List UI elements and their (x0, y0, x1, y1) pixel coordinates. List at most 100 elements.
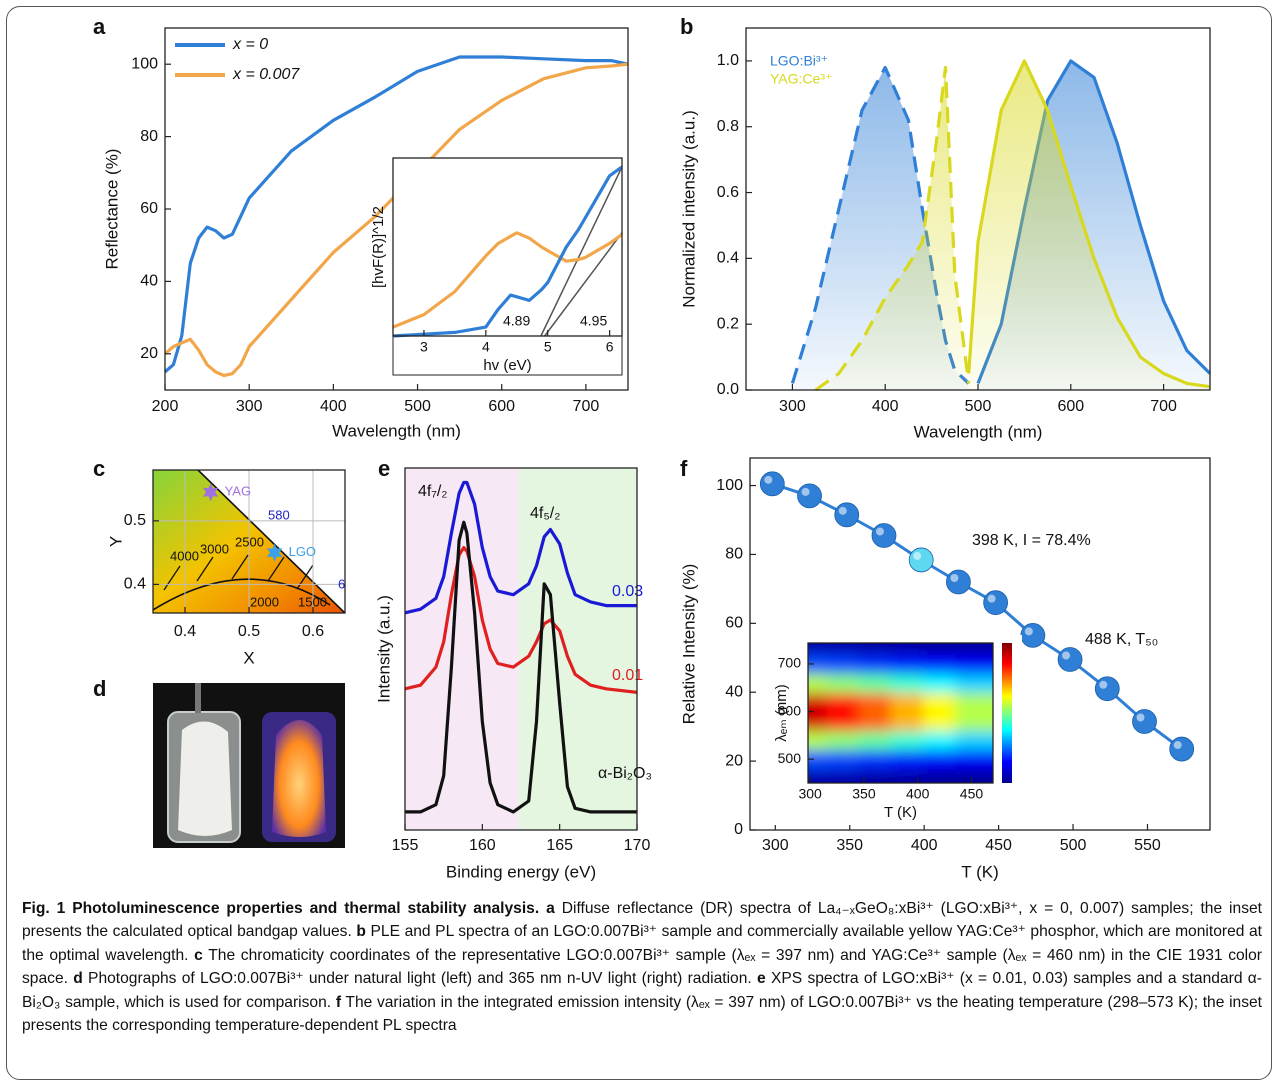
legend-label: 0.01 (612, 667, 643, 684)
heatmap-cell (890, 673, 924, 694)
x-axis-label: X (243, 648, 254, 667)
annotation: 1500 (298, 594, 327, 609)
x-tick-label: 3 (420, 339, 428, 355)
panel-label: d (93, 676, 106, 701)
heatmap-cell (923, 692, 956, 713)
legend-label: 0.03 (612, 583, 643, 600)
y-axis-label: Normalized intensity (a.u.) (679, 110, 698, 307)
marker-shine (1136, 713, 1145, 722)
y-axis-label: Relative Intensity (%) (679, 564, 698, 725)
area (815, 67, 969, 390)
line (405, 520, 637, 814)
heatmap-cell (858, 711, 892, 732)
marker (1057, 647, 1083, 672)
x-axis-label: Wavelength (nm) (332, 421, 461, 440)
legend-label: α-Bi₂O₃ (598, 765, 652, 782)
marker (797, 483, 822, 509)
region (518, 468, 637, 830)
plot-frame (404, 467, 638, 831)
y-tick-label: 40 (140, 273, 158, 290)
heatmap-cell (858, 643, 892, 655)
y-axis-label: Reflectance (%) (102, 149, 121, 270)
x-tick-label: 450 (985, 837, 1012, 854)
heatmap-cell (923, 643, 956, 655)
y-tick-label: 600 (778, 702, 802, 718)
photo (153, 683, 345, 848)
spectral-locus (197, 470, 345, 613)
marker-shine (1099, 680, 1108, 689)
isotherm (267, 556, 285, 582)
caption-label: d (73, 970, 83, 988)
y-tick-label: 700 (778, 655, 802, 671)
y-tick-label: 60 (725, 615, 743, 632)
annotation: 4.95 (580, 313, 607, 329)
y-tick-label: 0.8 (717, 118, 739, 135)
caption-text: Photographs of LGO:0.007Bi³⁺ under natur… (88, 970, 752, 988)
powder-left (178, 721, 232, 836)
x-axis-label: T (K) (884, 804, 917, 821)
caption-label: f (335, 993, 342, 1011)
marker-shine (1024, 627, 1033, 636)
x-tick-label: 4 (482, 339, 490, 355)
annotation: 2500 (235, 534, 264, 549)
x-tick-label: 450 (960, 786, 984, 802)
marker-shine (1173, 741, 1182, 750)
y-axis-label: Y (106, 536, 125, 547)
x-tick-label: 300 (779, 398, 806, 415)
heatmap-cell (923, 711, 956, 732)
heatmap-cell (858, 730, 892, 751)
heatmap-cell (955, 643, 993, 655)
y-tick-label: 80 (140, 128, 158, 145)
heatmap-cell (923, 730, 956, 751)
x-tick-label: 0.6 (302, 623, 324, 640)
caption-label: e (757, 970, 766, 988)
x-tick-label: 300 (762, 837, 789, 854)
heatmap-cell (955, 768, 993, 783)
isotherm (231, 554, 249, 580)
x-tick-label: 500 (1060, 837, 1087, 854)
heatmap-cells (808, 643, 993, 783)
caption-text: The variation in the integrated emission… (22, 993, 1263, 1035)
caption-label: b (356, 923, 366, 941)
heatmap-cell (826, 654, 860, 674)
heatmap-cell (826, 711, 860, 732)
annotation: 4000 (170, 548, 199, 563)
isotherm (296, 564, 314, 590)
y-tick-label: 0.5 (124, 512, 146, 529)
line (404, 480, 637, 615)
heatmap-cell (808, 768, 827, 783)
heatmap-cell (955, 654, 993, 674)
line (967, 59, 1211, 389)
marker (834, 502, 860, 528)
x-tick-label: 400 (911, 837, 938, 854)
x-tick-label: 200 (152, 398, 179, 415)
line (163, 55, 629, 374)
caption-title: Fig. 1 Photoluminescence properties and … (22, 900, 540, 917)
caption-text: Diffuse reflectance (DR) spectra of La₄₋… (22, 900, 1262, 941)
plot-frame (152, 469, 346, 614)
heatmap-cell (858, 749, 892, 770)
y-axis-label: [hvF(R)]^1/2 (370, 206, 387, 288)
region (405, 468, 519, 830)
caption-label: a (546, 900, 555, 917)
x-tick-label: 700 (573, 398, 600, 415)
fit-line (540, 166, 623, 337)
heatmap-cell (858, 692, 892, 713)
y-tick-label: 0.4 (124, 576, 146, 593)
caption-text: PLE and PL spectra of an LGO:0.007Bi³⁺ s… (22, 923, 1262, 964)
heatmap-cell (826, 643, 860, 655)
line (790, 65, 970, 385)
x-tick-label: 165 (546, 837, 573, 854)
area (968, 60, 1210, 391)
heatmap-cell (923, 654, 956, 674)
annotation: 3000 (200, 541, 229, 556)
marker-shine (838, 506, 847, 515)
line (392, 165, 623, 338)
heatmap-cell (890, 643, 924, 655)
point-label: YAG (225, 484, 252, 499)
x-tick-label: 6 (606, 339, 614, 355)
heatmap-cell (808, 692, 827, 713)
x-tick-label: 160 (469, 837, 496, 854)
annotation: 2000 (250, 594, 279, 609)
